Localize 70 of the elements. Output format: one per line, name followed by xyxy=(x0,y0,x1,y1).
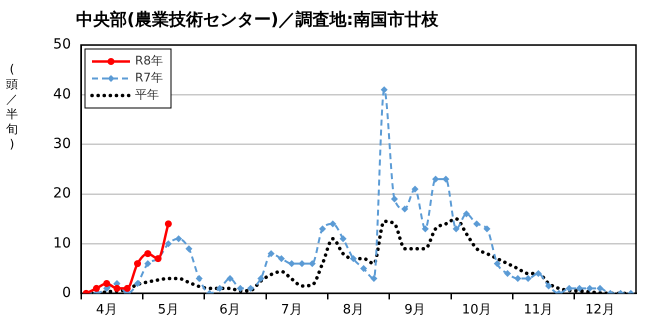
point xyxy=(298,260,306,268)
y-tick-label: 30 xyxy=(53,136,71,152)
point xyxy=(268,250,275,258)
point xyxy=(432,176,440,183)
point xyxy=(196,274,203,282)
point xyxy=(92,284,100,292)
point xyxy=(164,240,172,248)
point xyxy=(442,176,450,183)
x-tick-label: 5月 xyxy=(158,302,179,318)
y-tick-label: 50 xyxy=(53,36,71,53)
point xyxy=(534,270,542,278)
point xyxy=(175,235,182,242)
point xyxy=(278,255,285,262)
point xyxy=(103,280,110,287)
point xyxy=(144,260,152,268)
point xyxy=(134,280,142,287)
point xyxy=(390,196,398,203)
x-tick-label: 6月 xyxy=(219,302,241,318)
x-tick-label: 11月 xyxy=(524,302,554,318)
point xyxy=(216,284,224,292)
point xyxy=(360,265,368,272)
point xyxy=(566,284,573,292)
point xyxy=(483,225,490,232)
point xyxy=(350,255,357,262)
point xyxy=(370,274,378,282)
point xyxy=(504,270,512,278)
x-tick-label: 7月 xyxy=(281,302,302,318)
point xyxy=(401,205,408,212)
x-tick-label: 10月 xyxy=(462,302,492,318)
point xyxy=(288,260,296,268)
x-tick-label: 8月 xyxy=(342,302,364,318)
y-tick-label: 10 xyxy=(53,235,71,252)
y-tick-label: 20 xyxy=(53,186,71,202)
point xyxy=(164,220,172,228)
point xyxy=(514,274,522,282)
point xyxy=(319,225,326,232)
point xyxy=(247,284,254,292)
x-tick-label: 12月 xyxy=(585,302,615,318)
point xyxy=(412,186,419,193)
point xyxy=(226,274,234,282)
point xyxy=(144,250,152,258)
point xyxy=(545,282,552,290)
x-tick-label: 9月 xyxy=(404,302,426,318)
point xyxy=(257,274,264,282)
legend-label: R8年 xyxy=(135,54,163,68)
point xyxy=(113,284,120,292)
point xyxy=(586,284,594,292)
point xyxy=(524,274,532,282)
x-tick-label: 4月 xyxy=(96,302,118,318)
point xyxy=(452,225,460,232)
y-axis-title: (頭／半旬) xyxy=(5,62,19,152)
point xyxy=(185,245,192,252)
y-tick-label: 40 xyxy=(53,86,71,102)
legend-label: 平年 xyxy=(135,88,159,102)
chart-title: 中央部(農業技術センター)／調査地:南国市廿枝 xyxy=(76,9,438,31)
point xyxy=(462,210,470,218)
point xyxy=(124,284,131,292)
point xyxy=(236,284,244,292)
point xyxy=(380,86,388,94)
point xyxy=(422,225,429,232)
point xyxy=(308,260,316,268)
point xyxy=(596,284,604,292)
point xyxy=(494,260,501,268)
legend-label: R7年 xyxy=(135,70,163,85)
y-tick-label: 0 xyxy=(62,285,71,302)
point xyxy=(134,260,142,268)
point xyxy=(340,235,347,242)
point xyxy=(473,220,480,228)
point xyxy=(329,220,336,228)
point xyxy=(576,284,583,292)
